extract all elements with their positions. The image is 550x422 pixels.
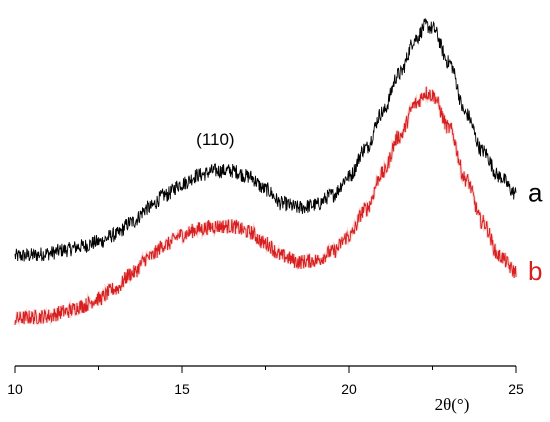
series-labels: ab (528, 178, 543, 286)
x-axis-title: 2θ(°) (435, 395, 470, 414)
x-axis-tick-labels: 10 15 20 25 (7, 381, 524, 397)
peak-label: (110) (196, 130, 234, 149)
series-label-b: b (528, 256, 542, 286)
peak-annotations: (110)(200) (196, 130, 234, 149)
x-tick-label: 20 (341, 381, 357, 397)
series-line-b (14, 86, 517, 325)
series-a (14, 18, 517, 262)
series-line-a (14, 18, 517, 262)
plot-area (13, 18, 518, 327)
series-halo-b (13, 86, 518, 327)
x-axis-ticks (14, 366, 517, 373)
x-tick-label: 15 (174, 381, 190, 397)
series-b (13, 86, 518, 327)
x-tick-label: 25 (508, 381, 524, 397)
x-tick-label: 10 (7, 381, 23, 397)
series-label-a: a (528, 178, 543, 208)
